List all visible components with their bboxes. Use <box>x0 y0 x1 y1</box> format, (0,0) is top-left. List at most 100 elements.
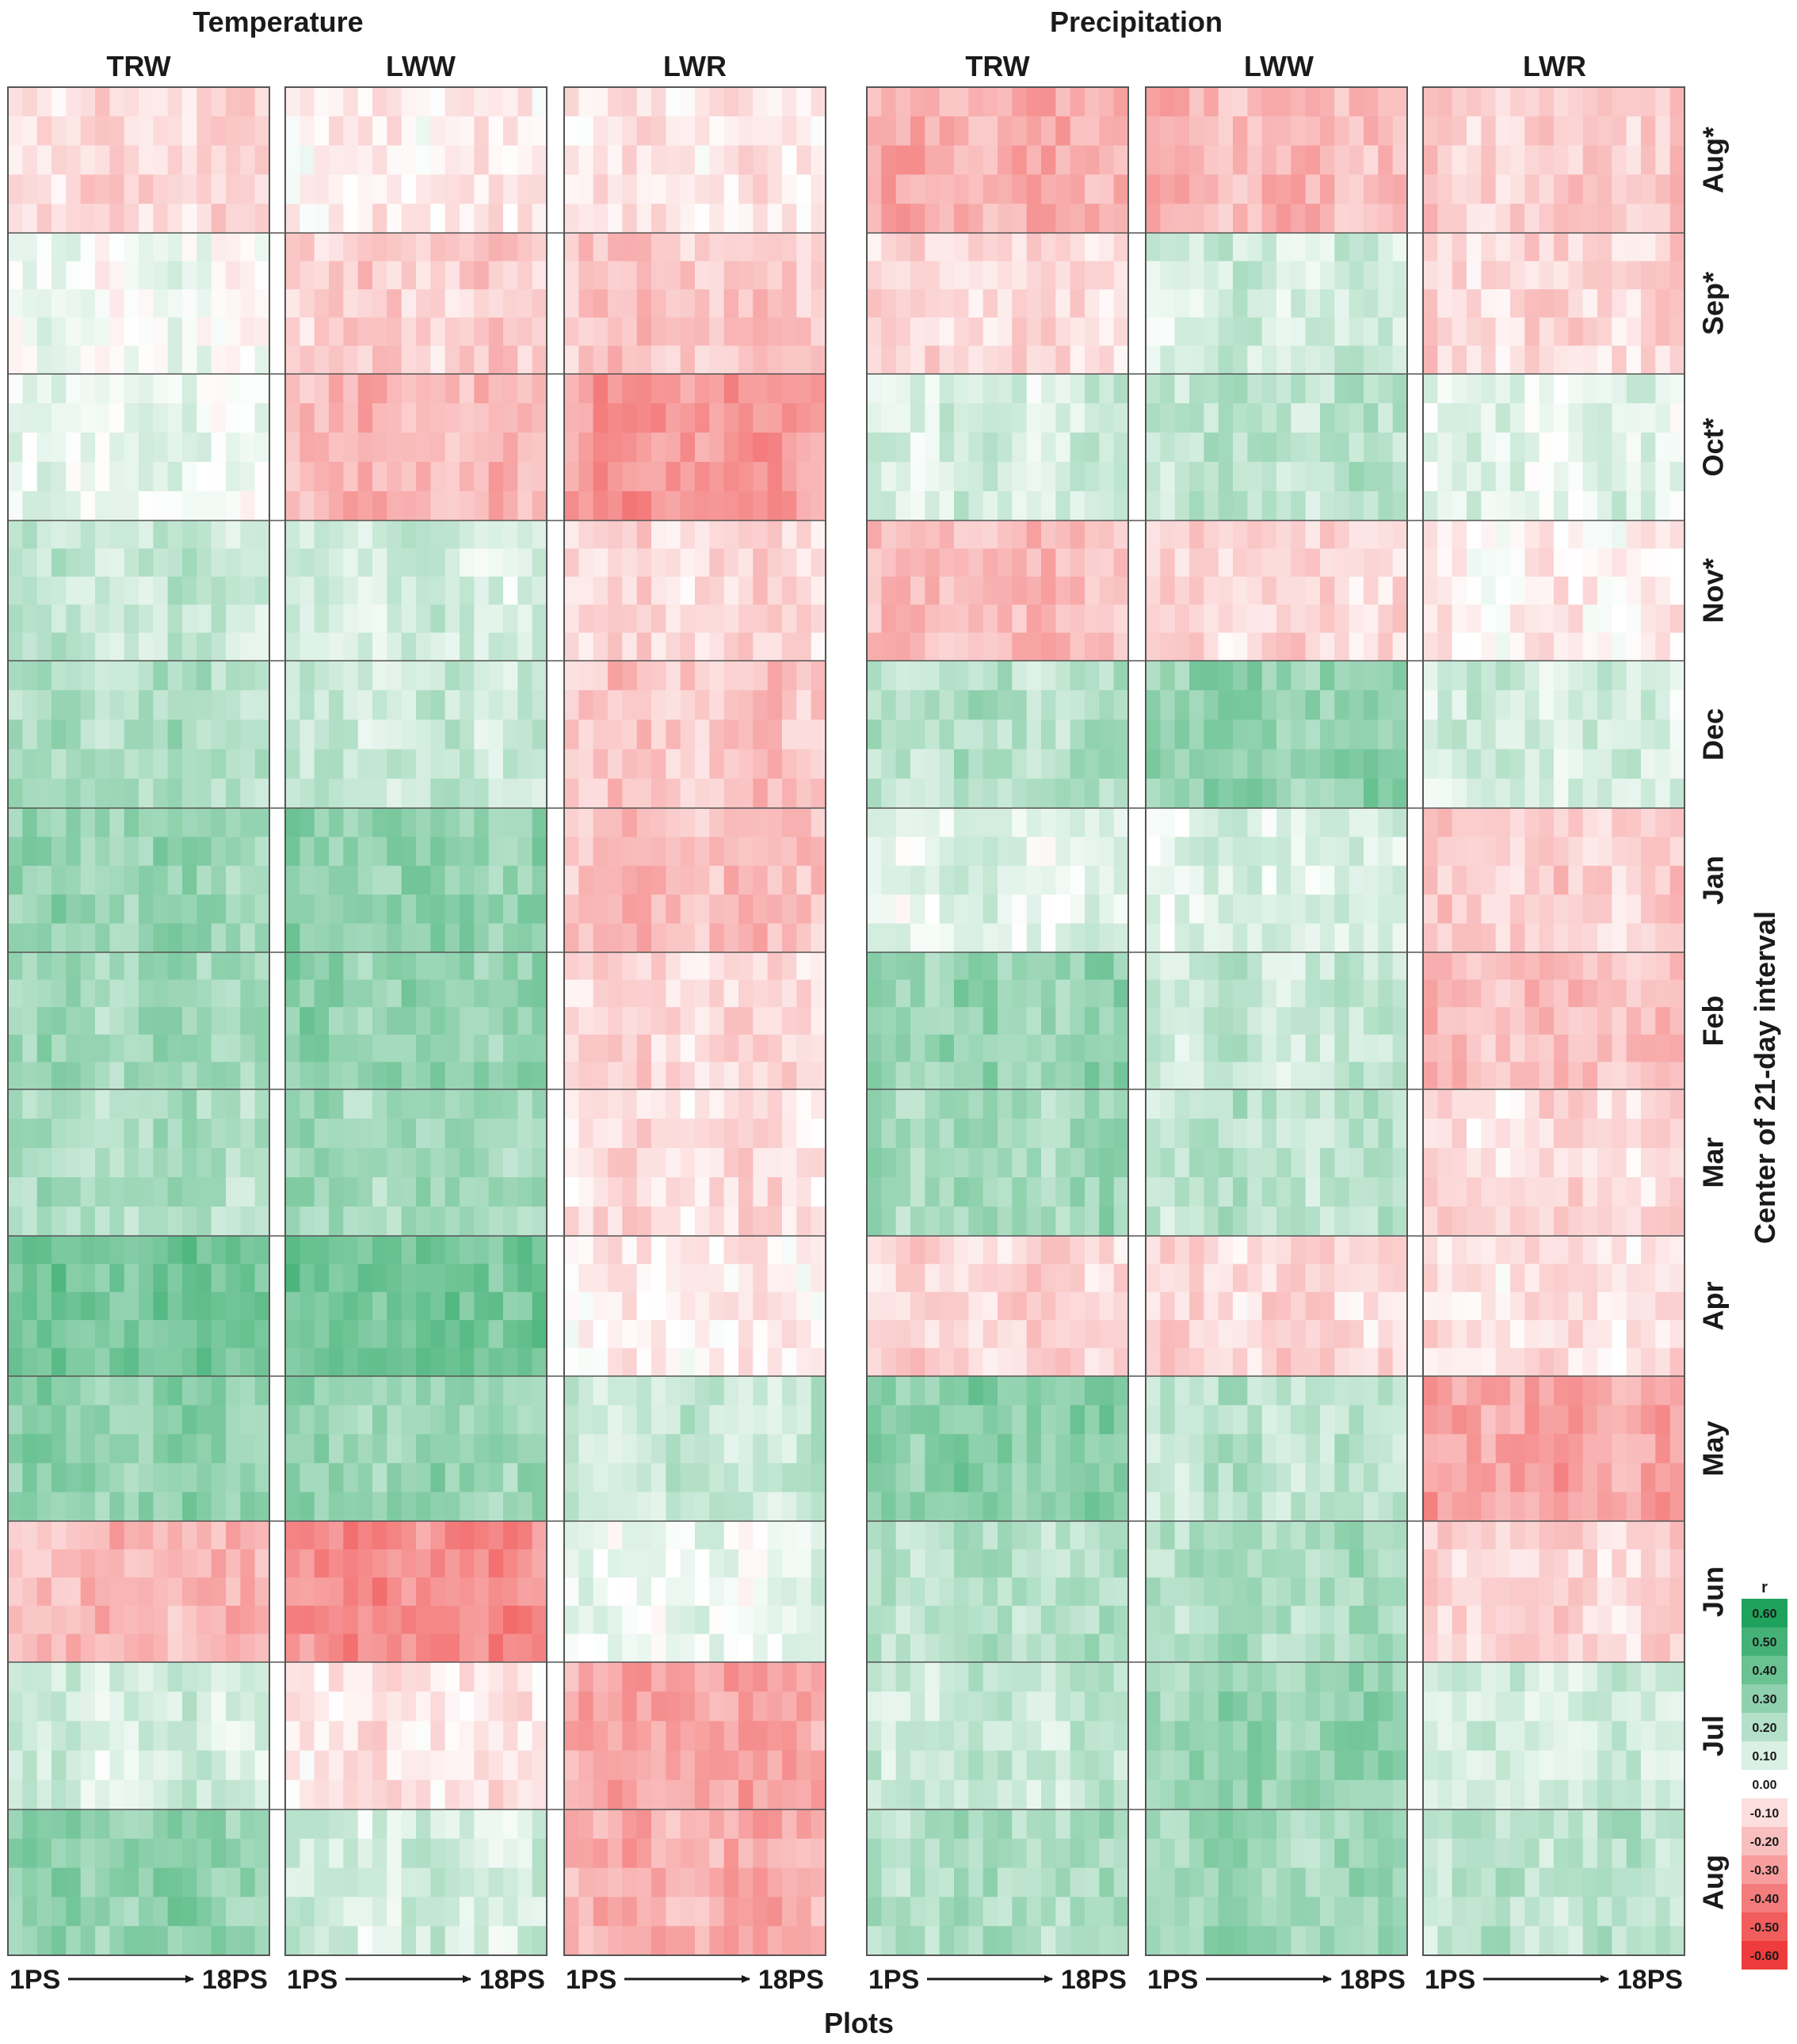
heatmap-cell <box>782 808 797 837</box>
heatmap-cell <box>593 894 609 925</box>
heatmap-cell <box>532 632 547 662</box>
heatmap-cell <box>254 1605 270 1634</box>
heatmap-cell <box>153 374 169 404</box>
heatmap-cell <box>1099 1926 1115 1956</box>
heatmap-cell <box>401 491 417 521</box>
heatmap-cell <box>622 808 638 837</box>
heatmap-cell <box>738 1549 754 1578</box>
heatmap-cell <box>1070 345 1085 375</box>
heatmap-cell <box>1276 116 1291 147</box>
heatmap-cell <box>416 462 431 492</box>
heatmap-cell <box>925 604 940 634</box>
heatmap-cell <box>430 1926 446 1956</box>
heatmap-cell <box>124 1897 139 1927</box>
heatmap-cell <box>1247 548 1263 578</box>
heatmap-cell <box>167 521 183 549</box>
heatmap-cell <box>401 145 417 175</box>
heatmap-cell <box>593 1750 609 1781</box>
heatmap-cell <box>622 116 638 147</box>
heatmap-cell <box>211 1264 227 1293</box>
heatmap-cell <box>753 289 769 318</box>
heatmap-cell <box>285 1521 300 1550</box>
heatmap-cell <box>895 1264 911 1293</box>
heatmap-cell <box>895 632 911 662</box>
heatmap-cell <box>939 1320 955 1349</box>
heatmap-cell <box>723 1089 739 1119</box>
heatmap-cell <box>811 374 826 404</box>
heatmap-cell <box>254 317 270 346</box>
heatmap-cell <box>460 261 475 290</box>
heatmap-cell <box>52 433 67 463</box>
heatmap-cell <box>666 317 681 346</box>
heatmap-cell <box>881 1721 897 1752</box>
heatmap-cell <box>474 1348 490 1377</box>
heatmap-cell <box>753 1119 769 1149</box>
heatmap-cell <box>80 1376 96 1406</box>
heatmap-cell <box>1012 1492 1028 1522</box>
heatmap-cell <box>1261 174 1277 204</box>
heatmap-cell <box>460 1867 475 1897</box>
heatmap-cell <box>867 345 882 375</box>
heatmap-cell <box>1276 548 1291 578</box>
heatmap-cell <box>211 145 227 175</box>
heatmap-cell <box>564 1779 579 1810</box>
heatmap-cell <box>139 174 154 204</box>
heatmap-cell <box>651 604 666 634</box>
heatmap-cell <box>1349 374 1364 404</box>
heatmap-cell <box>285 979 300 1008</box>
heatmap-cell <box>139 1549 154 1578</box>
heatmap-cell <box>226 145 241 175</box>
heatmap-cell <box>982 462 998 492</box>
heatmap-cell <box>636 1926 652 1956</box>
heatmap-cell <box>910 289 925 318</box>
heatmap-cell <box>738 719 754 750</box>
heatmap-cell <box>95 1291 110 1321</box>
heatmap-cell <box>796 1148 812 1178</box>
heatmap-cell <box>939 1207 955 1237</box>
heatmap-cell <box>22 1264 38 1293</box>
heatmap-cell <box>593 1897 609 1927</box>
heatmap-cell <box>372 1521 387 1550</box>
heatmap-cell <box>329 1926 344 1956</box>
heatmap-cell <box>211 462 227 492</box>
heatmap-cell <box>622 233 638 262</box>
heatmap-cell <box>811 1662 826 1692</box>
heatmap-cell <box>488 1897 504 1927</box>
heatmap-cell <box>1070 1348 1085 1377</box>
heatmap-cell <box>998 808 1013 837</box>
heatmap-cell <box>811 145 826 175</box>
heatmap-cell <box>167 1062 183 1090</box>
heatmap-cell <box>52 548 67 578</box>
heatmap-cell <box>329 1867 344 1897</box>
heatmap-cell <box>1392 345 1408 375</box>
heatmap-cell <box>1070 1089 1085 1119</box>
heatmap-cell <box>910 521 925 549</box>
heatmap-cell <box>1378 233 1394 262</box>
heatmap-cell <box>651 894 666 925</box>
heatmap-cell <box>564 1521 579 1550</box>
heatmap-cell <box>357 116 373 147</box>
heatmap-cell <box>196 433 212 463</box>
heatmap-cell <box>153 952 169 981</box>
heatmap-cell <box>314 1691 330 1722</box>
heatmap-cell <box>36 923 52 953</box>
heatmap-cell <box>651 1549 666 1578</box>
heatmap-cell <box>211 1867 227 1897</box>
heatmap-cell <box>1012 1236 1028 1264</box>
heatmap-cell <box>1233 204 1248 234</box>
heatmap-cell <box>1026 1177 1042 1207</box>
heatmap-cell <box>895 521 911 549</box>
heatmap-cell <box>1085 1691 1100 1722</box>
heatmap-cell <box>1026 604 1042 634</box>
heatmap-cell <box>444 1320 460 1349</box>
heatmap-cell <box>240 576 256 605</box>
heatmap-cell <box>680 1264 696 1293</box>
heatmap-cell <box>723 1750 739 1781</box>
heatmap-cell <box>1113 1897 1129 1927</box>
heatmap-cell <box>153 1291 169 1321</box>
heatmap-cell <box>895 1926 911 1956</box>
heatmap-cell <box>226 749 241 780</box>
heatmap-cell <box>1113 1405 1129 1435</box>
heatmap-cell <box>867 1062 882 1090</box>
heatmap-cell <box>578 1007 594 1035</box>
